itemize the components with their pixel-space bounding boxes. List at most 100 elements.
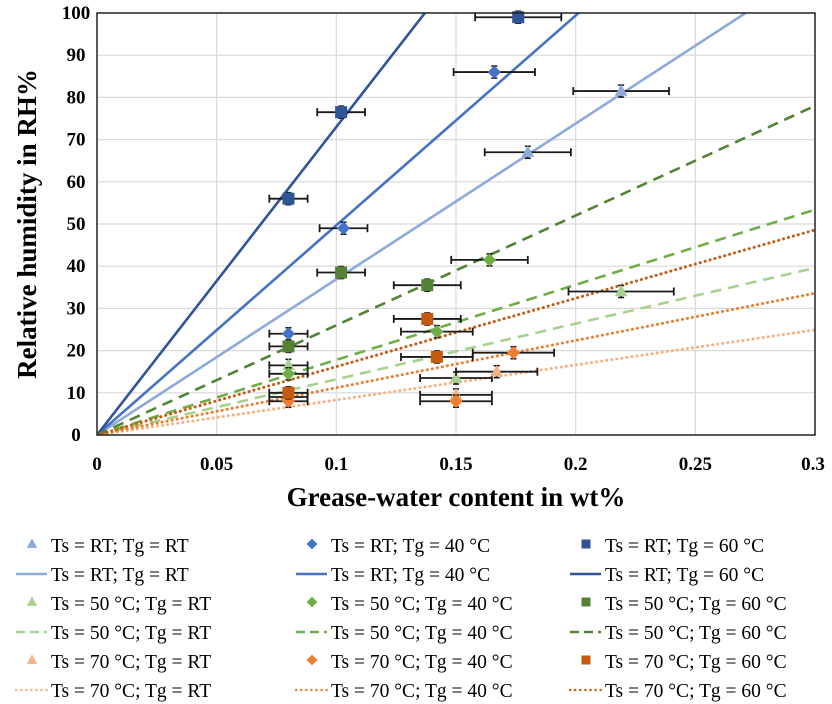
data-point xyxy=(614,84,628,96)
legend-marker xyxy=(581,655,591,665)
legend-label: Ts = 50 °C; Tg = 40 °C xyxy=(331,594,513,615)
data-point xyxy=(282,192,295,205)
fit-line xyxy=(97,13,427,435)
legend-marker xyxy=(581,539,591,549)
legend-label: Ts = 50 °C; Tg = 40 °C xyxy=(331,623,513,644)
legend-item: Ts = RT; Tg = 60 °C xyxy=(581,536,764,557)
y-tick-label: 90 xyxy=(67,45,86,66)
legend-label: Ts = RT; Tg = 40 °C xyxy=(331,565,490,586)
legend-marker xyxy=(581,597,591,607)
legend-label: Ts = 70 °C; Tg = 40 °C xyxy=(331,652,513,673)
y-axis-ticks: 0 10 20 30 40 50 60 70 80 90 100 xyxy=(62,3,91,446)
data-point xyxy=(282,358,295,371)
data-point xyxy=(421,312,434,325)
data-point xyxy=(430,325,444,339)
legend-label: Ts = 50 °C; Tg = 60 °C xyxy=(605,623,787,644)
legend-marker xyxy=(26,538,38,548)
legend-label: Ts = 50 °C; Tg = 60 °C xyxy=(605,594,787,615)
data-point xyxy=(281,367,296,381)
y-tick-label: 70 xyxy=(67,130,86,151)
legend-label: Ts = 70 °C; Tg = RT xyxy=(51,681,211,702)
legend-item: Ts = 70 °C; Tg = 40 °C xyxy=(306,652,513,673)
point-series xyxy=(268,253,529,381)
y-tick-label: 20 xyxy=(67,341,86,362)
legend-item: Ts = 70 °C; Tg = RT xyxy=(14,681,211,702)
legend-item: Ts = 50 °C; Tg = 60 °C xyxy=(581,594,787,615)
y-tick-label: 0 xyxy=(71,425,81,446)
fit-line xyxy=(97,291,815,435)
plot-frame xyxy=(96,12,816,436)
y-tick-label: 80 xyxy=(67,87,86,108)
legend-label: Ts = RT; Tg = RT xyxy=(51,536,189,557)
legend-item: Ts = 70 °C; Tg = 60 °C xyxy=(581,652,787,673)
legend-marker xyxy=(26,596,38,606)
legend-item: Ts = 70 °C; Tg = 40 °C xyxy=(294,681,513,702)
legend-label: Ts = 70 °C; Tg = RT xyxy=(51,652,211,673)
x-axis-title: Grease-water content in wt% xyxy=(287,482,626,512)
legend-item: Ts = RT; Tg = 40 °C xyxy=(306,536,490,557)
legend-marker xyxy=(306,596,318,608)
data-point xyxy=(335,106,348,119)
data-point xyxy=(282,340,295,353)
y-tick-label: 100 xyxy=(62,3,91,24)
data-point xyxy=(521,145,535,157)
legend-label: Ts = 70 °C; Tg = 40 °C xyxy=(331,681,513,702)
data-point xyxy=(336,221,351,235)
point-series xyxy=(268,364,539,404)
legend-item: Ts = 50 °C; Tg = RT xyxy=(16,623,211,644)
point-series xyxy=(268,10,563,206)
fit-line xyxy=(97,13,581,435)
legend-item: Ts = 50 °C; Tg = 40 °C xyxy=(306,594,513,615)
data-point xyxy=(512,11,525,24)
data-point xyxy=(449,394,463,408)
y-tick-label: 10 xyxy=(67,383,86,404)
data-points xyxy=(268,10,675,409)
legend-label: Ts = 50 °C; Tg = RT xyxy=(51,623,211,644)
legend-item: Ts = 50 °C; Tg = RT xyxy=(26,594,211,615)
data-point xyxy=(335,266,348,279)
x-tick-label: 0.15 xyxy=(439,454,472,475)
x-axis-ticks: 0 0.05 0.1 0.15 0.2 0.25 0.3 xyxy=(92,454,825,475)
data-point xyxy=(506,346,521,360)
y-tick-label: 40 xyxy=(67,256,86,277)
data-point xyxy=(614,284,628,297)
legend-item: Ts = 70 °C; Tg = RT xyxy=(26,652,211,673)
legend-item: Ts = RT; Tg = RT xyxy=(16,565,189,586)
y-axis-title: Relative humidity in RH% xyxy=(12,69,42,379)
legend-item: Ts = 50 °C; Tg = 40 °C xyxy=(296,623,513,644)
legend-label: Ts = RT; Tg = 60 °C xyxy=(605,565,764,586)
legend-item: Ts = RT; Tg = 40 °C xyxy=(296,565,490,586)
legend-item: Ts = RT; Tg = RT xyxy=(26,536,189,557)
fit-line xyxy=(97,266,815,435)
legend-label: Ts = 70 °C; Tg = 60 °C xyxy=(605,652,787,673)
x-tick-label: 0.3 xyxy=(801,454,825,475)
legend-label: Ts = 50 °C; Tg = RT xyxy=(51,594,211,615)
legend-marker xyxy=(306,654,318,666)
x-tick-label: 0.05 xyxy=(200,454,233,475)
point-series xyxy=(483,84,670,160)
y-tick-label: 50 xyxy=(67,214,86,235)
y-tick-label: 60 xyxy=(67,172,86,193)
data-point xyxy=(281,327,296,341)
x-tick-label: 0.25 xyxy=(679,454,712,475)
legend-label: Ts = 70 °C; Tg = 60 °C xyxy=(605,681,787,702)
data-point xyxy=(490,364,504,377)
x-tick-label: 0.2 xyxy=(564,454,588,475)
point-series xyxy=(268,265,462,354)
fit-line xyxy=(97,13,748,435)
y-tick-label: 30 xyxy=(67,298,86,319)
data-point xyxy=(487,65,501,79)
legend: Ts = RT; Tg = RT Ts = RT; Tg = 40 °C Ts = … xyxy=(14,536,787,702)
point-series xyxy=(268,65,536,341)
legend-item: Ts = 50 °C; Tg = 60 °C xyxy=(570,623,787,644)
point-series xyxy=(268,312,474,400)
legend-marker xyxy=(26,654,38,664)
legend-item: Ts = 70 °C; Tg = 60 °C xyxy=(568,681,787,702)
x-tick-label: 0 xyxy=(92,454,102,475)
data-point xyxy=(430,350,443,363)
legend-label: Ts = RT; Tg = RT xyxy=(51,565,189,586)
data-point xyxy=(449,388,463,400)
fit-line xyxy=(97,104,815,435)
data-point xyxy=(421,279,434,292)
